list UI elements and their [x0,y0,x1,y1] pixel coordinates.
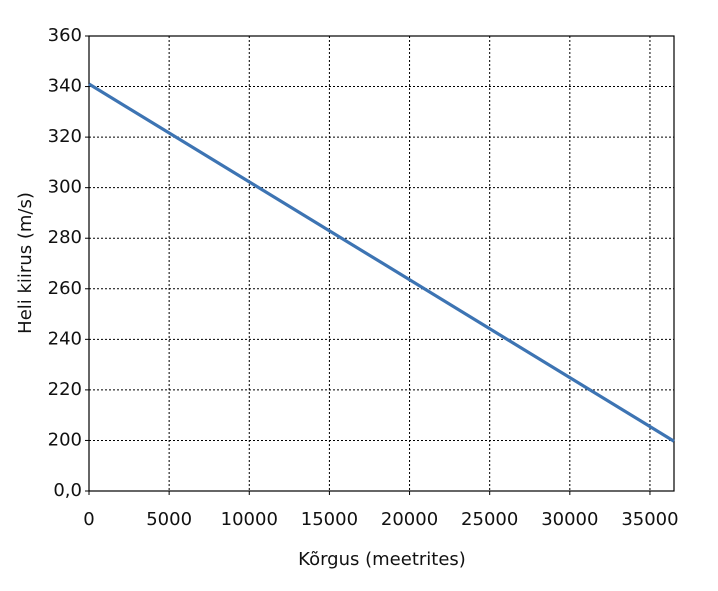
x-tick-label: 25000 [461,509,518,530]
y-tick-label: 280 [48,227,82,248]
y-tick-label: 240 [48,328,82,349]
x-tick-label: 15000 [301,509,358,530]
y-tick-label: 200 [48,429,82,450]
plot-frame [88,35,675,492]
x-tick-label: 30000 [541,509,598,530]
y-tick-label: 340 [48,76,82,97]
y-tick-label: 0,0 [53,480,82,501]
y-tick-label: 360 [48,25,82,46]
y-tick-label: 320 [48,126,82,147]
x-tick-label: 0 [83,509,94,530]
y-axis-label: Heli kiirus (m/s) [15,192,36,334]
x-tick-label: 5000 [146,509,192,530]
x-tick-label: 20000 [381,509,438,530]
x-tick-label: 10000 [221,509,278,530]
y-tick-label: 220 [48,379,82,400]
y-tick-label: 260 [48,278,82,299]
x-tick-label: 35000 [621,509,678,530]
line [88,82,675,443]
x-axis-label: Kõrgus (meetrites) [298,549,466,570]
y-tick-label: 300 [48,177,82,198]
